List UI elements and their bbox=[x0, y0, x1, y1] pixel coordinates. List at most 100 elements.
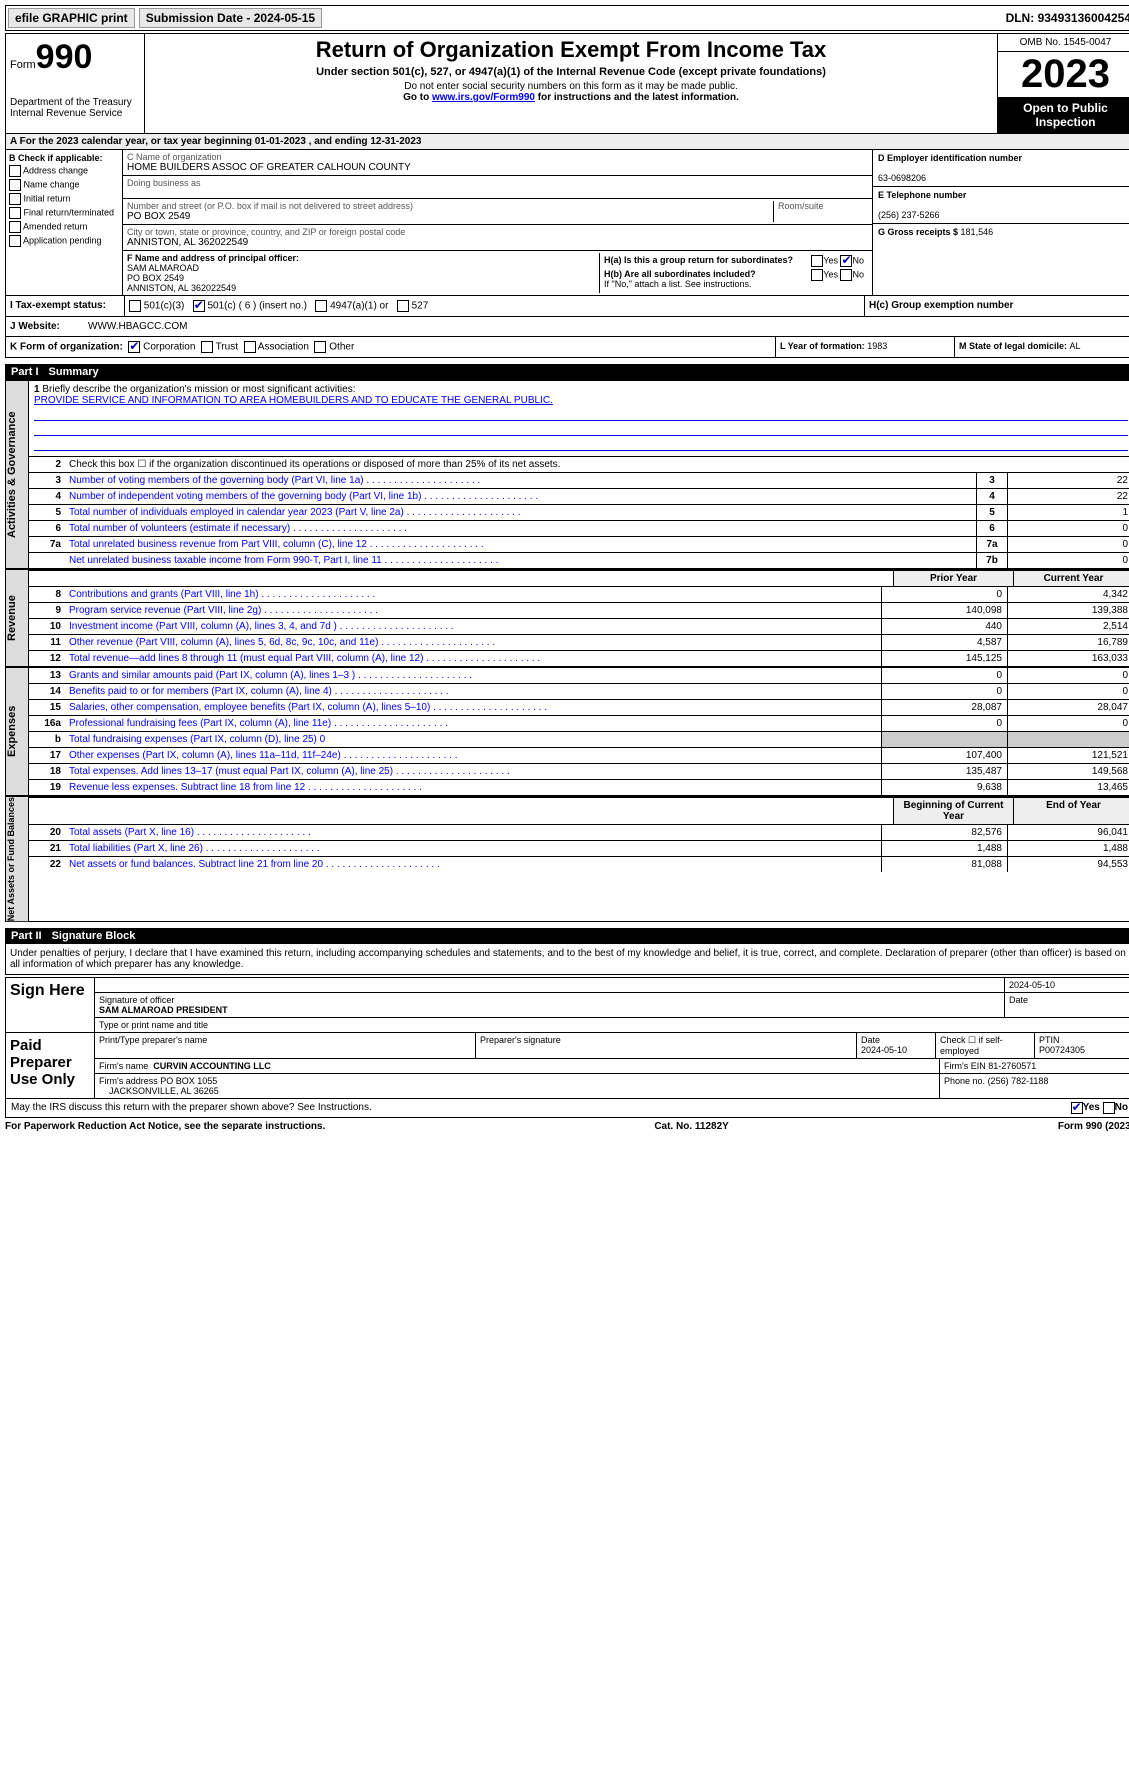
corp-checkbox[interactable] bbox=[128, 341, 140, 353]
signer-name: SAM ALMAROAD PRESIDENT bbox=[99, 1005, 228, 1015]
b-checkbox-application-pending[interactable]: Application pending bbox=[9, 235, 119, 247]
form-subtitle: Under section 501(c), 527, or 4947(a)(1)… bbox=[148, 66, 994, 78]
ha-no-checkbox[interactable] bbox=[840, 255, 852, 267]
discuss-row: May the IRS discuss this return with the… bbox=[5, 1099, 1129, 1118]
officer-addr: PO BOX 2549 bbox=[127, 273, 184, 283]
officer-label: F Name and address of principal officer: bbox=[127, 253, 299, 263]
gov-line-6: 6Total number of volunteers (estimate if… bbox=[29, 520, 1129, 536]
preparer-name-label: Print/Type preparer's name bbox=[95, 1033, 476, 1058]
firm-addr: PO BOX 1055 bbox=[160, 1076, 217, 1086]
gov-line-7a: 7aTotal unrelated business revenue from … bbox=[29, 536, 1129, 552]
hb-no-checkbox[interactable] bbox=[840, 269, 852, 281]
street-address: PO BOX 2549 bbox=[127, 211, 190, 222]
preparer-date: 2024-05-10 bbox=[861, 1045, 907, 1055]
i-label: I Tax-exempt status: bbox=[6, 296, 125, 316]
info-block: B Check if applicable: Address change Na… bbox=[5, 150, 1129, 296]
part-2-header: Part IISignature Block bbox=[5, 928, 1129, 944]
form-footer: Form 990 (2023) bbox=[1058, 1121, 1129, 1132]
ssn-note: Do not enter social security numbers on … bbox=[148, 81, 994, 92]
gov-line-7b: Net unrelated business taxable income fr… bbox=[29, 552, 1129, 568]
gov-line-4: 4Number of independent voting members of… bbox=[29, 488, 1129, 504]
room-label: Room/suite bbox=[778, 201, 824, 211]
declaration-text: Under penalties of perjury, I declare th… bbox=[5, 944, 1129, 975]
ein-label: D Employer identification number bbox=[878, 153, 1022, 163]
assoc-checkbox[interactable] bbox=[244, 341, 256, 353]
firm-name: CURVIN ACCOUNTING LLC bbox=[153, 1061, 271, 1071]
exp-line-17: 17Other expenses (Part IX, column (A), l… bbox=[29, 747, 1129, 763]
b-checkbox-address-change[interactable]: Address change bbox=[9, 165, 119, 177]
city-state-zip: ANNISTON, AL 362022549 bbox=[127, 237, 868, 248]
prior-year-hdr: Prior Year bbox=[893, 571, 1013, 586]
other-checkbox[interactable] bbox=[314, 341, 326, 353]
tax-year: 2023 bbox=[998, 52, 1129, 97]
year-formation: 1983 bbox=[867, 341, 887, 351]
ptin-value: P00724305 bbox=[1039, 1045, 1085, 1055]
cat-no: Cat. No. 11282Y bbox=[654, 1121, 728, 1132]
sign-here-label: Sign Here bbox=[6, 978, 95, 1032]
b-checkbox-final-return-terminated[interactable]: Final return/terminated bbox=[9, 207, 119, 219]
gross-value: 181,546 bbox=[961, 227, 994, 237]
501c3-checkbox[interactable] bbox=[129, 300, 141, 312]
addr-label: Number and street (or P.O. box if mail i… bbox=[127, 201, 413, 211]
tax-status-row: I Tax-exempt status: 501(c)(3) 501(c) ( … bbox=[5, 296, 1129, 317]
trust-checkbox[interactable] bbox=[201, 341, 213, 353]
side-net-assets: Net Assets or Fund Balances bbox=[6, 797, 29, 921]
discuss-no-checkbox[interactable] bbox=[1103, 1102, 1115, 1114]
officer-name: SAM ALMAROAD bbox=[127, 263, 199, 273]
j-label: J Website: bbox=[6, 317, 84, 336]
b-checkbox-amended-return[interactable]: Amended return bbox=[9, 221, 119, 233]
h-b-label: H(b) Are all subordinates included? bbox=[604, 269, 756, 279]
omb-number: OMB No. 1545-0047 bbox=[998, 34, 1129, 52]
type-name-label: Type or print name and title bbox=[95, 1018, 1129, 1032]
org-form-row: K Form of organization: Corporation Trus… bbox=[5, 337, 1129, 358]
part-1-body: Activities & Governance 1 Briefly descri… bbox=[5, 380, 1129, 922]
side-revenue: Revenue bbox=[6, 570, 29, 666]
501c-checkbox[interactable] bbox=[193, 300, 205, 312]
section-b: B Check if applicable: Address change Na… bbox=[6, 150, 123, 295]
side-governance: Activities & Governance bbox=[6, 381, 29, 568]
exp-line-16a: 16aProfessional fundraising fees (Part I… bbox=[29, 715, 1129, 731]
dln: DLN: 93493136004254 bbox=[1006, 11, 1129, 25]
rev-line-11: 11Other revenue (Part VIII, column (A), … bbox=[29, 634, 1129, 650]
h-a-label: H(a) Is this a group return for subordin… bbox=[604, 255, 793, 265]
k-label: K Form of organization: bbox=[10, 342, 123, 353]
net-line-22: 22Net assets or fund balances. Subtract … bbox=[29, 856, 1129, 872]
exp-line-18: 18Total expenses. Add lines 13–17 (must … bbox=[29, 763, 1129, 779]
sign-date: 2024-05-10 bbox=[1005, 978, 1129, 992]
b-checkbox-initial-return[interactable]: Initial return bbox=[9, 193, 119, 205]
net-line-20: 20Total assets (Part X, line 16)82,57696… bbox=[29, 824, 1129, 840]
h-c-label: H(c) Group exemption number bbox=[869, 300, 1013, 311]
gov-line-3: 3Number of voting members of the governi… bbox=[29, 472, 1129, 488]
line-2-desc: Check this box ☐ if the organization dis… bbox=[65, 457, 1129, 472]
rev-line-12: 12Total revenue—add lines 8 through 11 (… bbox=[29, 650, 1129, 666]
self-employed-label: Check ☐ if self-employed bbox=[936, 1033, 1035, 1058]
firm-city: JACKSONVILLE, AL 36265 bbox=[109, 1086, 219, 1096]
side-expenses: Expenses bbox=[6, 668, 29, 795]
city-label: City or town, state or province, country… bbox=[127, 227, 868, 237]
page-footer: For Paperwork Reduction Act Notice, see … bbox=[5, 1121, 1129, 1132]
exp-line-14: 14Benefits paid to or for members (Part … bbox=[29, 683, 1129, 699]
signature-table: Sign Here 2024-05-10 Signature of office… bbox=[5, 977, 1129, 1099]
dba-label: Doing business as bbox=[127, 178, 868, 188]
firm-ein: 81-2760571 bbox=[988, 1061, 1036, 1071]
form-header: Form990 Department of the Treasury Inter… bbox=[5, 33, 1129, 134]
527-checkbox[interactable] bbox=[397, 300, 409, 312]
state-domicile: AL bbox=[1070, 341, 1081, 351]
form-label: Form bbox=[10, 59, 36, 71]
tax-period: A For the 2023 calendar year, or tax yea… bbox=[5, 134, 1129, 150]
ha-yes-checkbox[interactable] bbox=[811, 255, 823, 267]
paperwork-notice: For Paperwork Reduction Act Notice, see … bbox=[5, 1121, 325, 1132]
gov-line-5: 5Total number of individuals employed in… bbox=[29, 504, 1129, 520]
discuss-yes-checkbox[interactable] bbox=[1071, 1102, 1083, 1114]
current-year-hdr: Current Year bbox=[1013, 571, 1129, 586]
firm-phone: (256) 782-1188 bbox=[988, 1076, 1049, 1086]
4947-checkbox[interactable] bbox=[315, 300, 327, 312]
exp-line-15: 15Salaries, other compensation, employee… bbox=[29, 699, 1129, 715]
ein-value: 63-0698206 bbox=[878, 173, 926, 183]
efile-print-btn[interactable]: efile GRAPHIC print bbox=[8, 8, 135, 28]
form-number: 990 bbox=[36, 38, 93, 76]
b-checkbox-name-change[interactable]: Name change bbox=[9, 179, 119, 191]
hb-yes-checkbox[interactable] bbox=[811, 269, 823, 281]
rev-line-8: 8Contributions and grants (Part VIII, li… bbox=[29, 586, 1129, 602]
irs-link[interactable]: www.irs.gov/Form990 bbox=[432, 92, 535, 103]
